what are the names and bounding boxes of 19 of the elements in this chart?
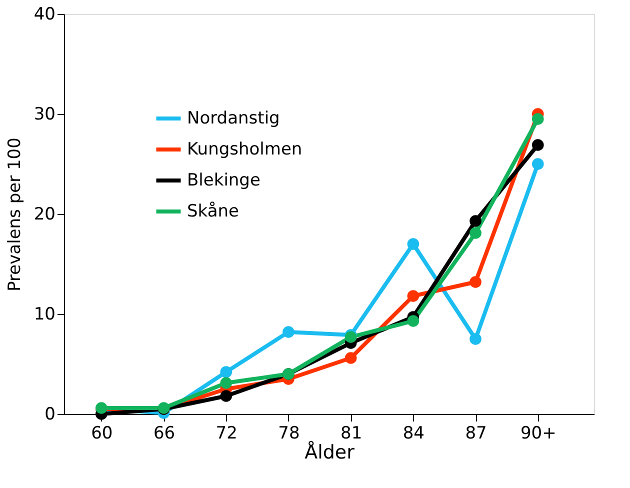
legend-label: Blekinge bbox=[187, 170, 260, 190]
x-tick-label: 72 bbox=[216, 424, 238, 444]
y-tick-label: 30 bbox=[34, 104, 56, 124]
y-axis-title: Prevalens per 100 bbox=[4, 138, 25, 292]
y-tick-label: 40 bbox=[34, 4, 56, 24]
x-tick-label: 90+ bbox=[520, 424, 556, 444]
y-tick-label: 0 bbox=[44, 404, 56, 424]
legend-label: Nordanstig bbox=[187, 108, 280, 128]
x-tick-label: 66 bbox=[153, 424, 176, 444]
x-tick-label: 60 bbox=[91, 424, 113, 444]
y-tick-label: 20 bbox=[34, 204, 56, 224]
legend-label: Kungsholmen bbox=[187, 140, 302, 160]
x-tick-label: 78 bbox=[278, 424, 300, 444]
x-tick-label: 81 bbox=[340, 424, 362, 444]
x-tick-label: 87 bbox=[465, 424, 487, 444]
x-axis-title: Ålder bbox=[304, 440, 355, 464]
legend-label: Skåne bbox=[187, 202, 239, 222]
x-tick-label: 84 bbox=[402, 424, 424, 444]
y-tick-label: 10 bbox=[34, 304, 56, 324]
